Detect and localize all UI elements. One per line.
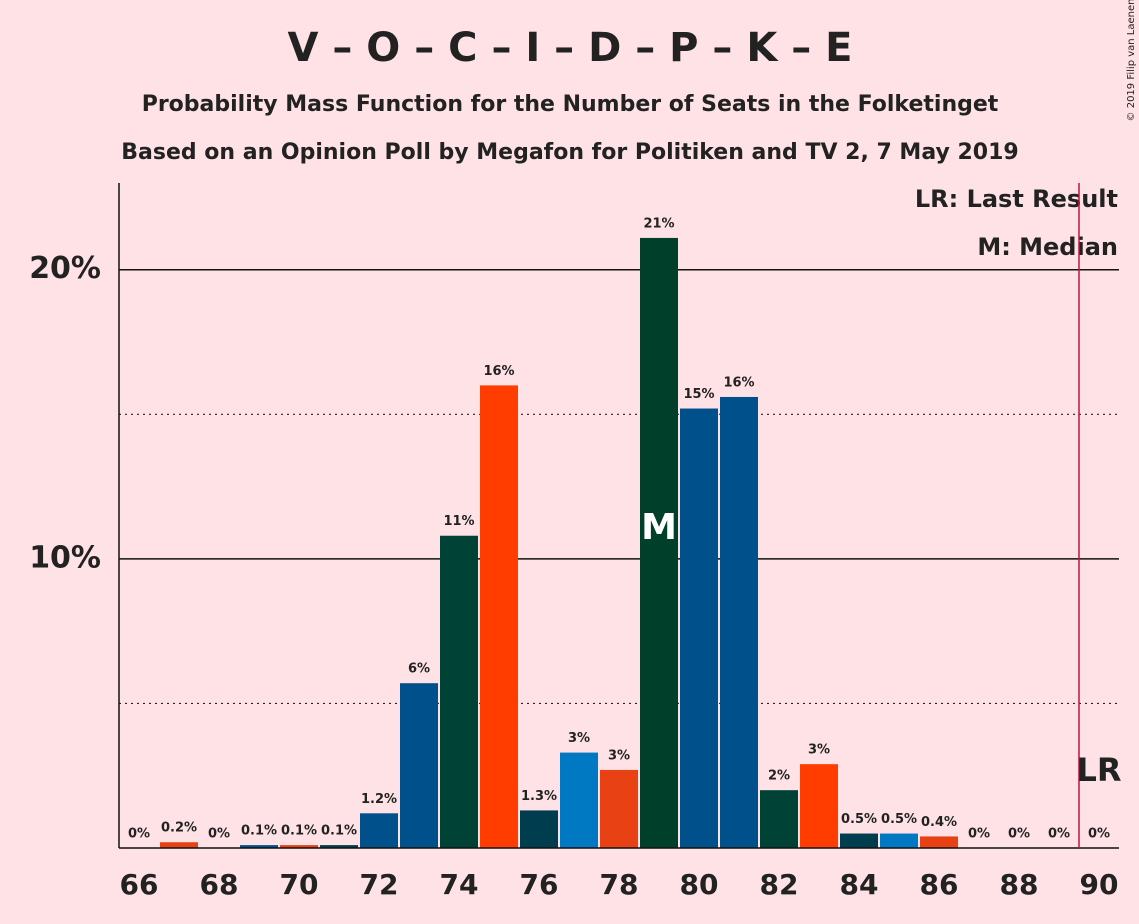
value-label: 0% [1088,827,1110,842]
value-label: 3% [808,743,830,758]
bar [920,836,958,848]
value-label: 0% [208,827,230,842]
x-tick-label: 68 [200,868,239,901]
bar [720,396,758,848]
value-label: 21% [643,216,674,231]
value-label: 3% [608,748,630,763]
value-label: 0.1% [321,824,357,839]
value-label: 0% [968,827,990,842]
x-tick-label: 84 [840,868,879,901]
chart-subtitle: Probability Mass Function for the Number… [142,92,999,117]
bar [480,385,518,848]
chart-title: V – O – C – I – D – P – K – E [288,25,853,71]
value-label: 1.2% [361,792,397,807]
value-label: 0.5% [841,812,877,827]
x-tick-label: 88 [1000,868,1039,901]
value-label: 0% [1048,827,1070,842]
bar [280,845,318,848]
y-tick-label: 10% [29,540,101,575]
value-label: 11% [443,514,474,529]
value-label: 0.5% [881,812,917,827]
bar [440,535,478,848]
chart-subtitle: Based on an Opinion Poll by Megafon for … [121,140,1018,165]
value-label: 0.2% [161,821,197,836]
value-label: 16% [723,375,754,390]
x-tick-label: 90 [1080,868,1119,901]
bar [320,845,358,848]
y-tick-label: 20% [29,251,101,286]
x-tick-label: 66 [120,868,159,901]
x-tick-label: 86 [920,868,959,901]
x-tick-label: 76 [520,868,559,901]
value-label: 16% [483,364,514,379]
bar [640,237,678,848]
value-label: 6% [408,662,430,677]
bar [600,769,638,848]
value-label: 0% [1008,827,1030,842]
bar [160,842,198,848]
last-result-label: LR [1076,751,1121,789]
bar [560,752,598,848]
median-marker: M [641,507,677,548]
value-label: 0% [128,827,150,842]
x-tick-label: 72 [360,868,399,901]
value-label: 0.1% [281,824,317,839]
x-tick-label: 78 [600,868,639,901]
bar [520,810,558,848]
value-label: 3% [568,731,590,746]
x-tick-label: 70 [280,868,319,901]
legend-entry: M: Median [977,233,1118,261]
bar [840,833,878,848]
bar [760,790,798,848]
x-tick-label: 74 [440,868,479,901]
bar [400,683,438,848]
value-label: 0.4% [921,815,957,830]
value-label: 2% [768,769,790,784]
value-label: 0.1% [241,824,277,839]
value-label: 1.3% [521,789,557,804]
bar [880,833,918,848]
x-tick-label: 82 [760,868,799,901]
copyright: © 2019 Filip van Laenen [1126,0,1137,121]
bar [360,813,398,848]
bar [240,845,278,848]
legend-entry: LR: Last Result [915,185,1118,213]
value-label: 15% [683,387,714,402]
x-tick-label: 80 [680,868,719,901]
bar [680,408,718,848]
bar [800,764,838,848]
